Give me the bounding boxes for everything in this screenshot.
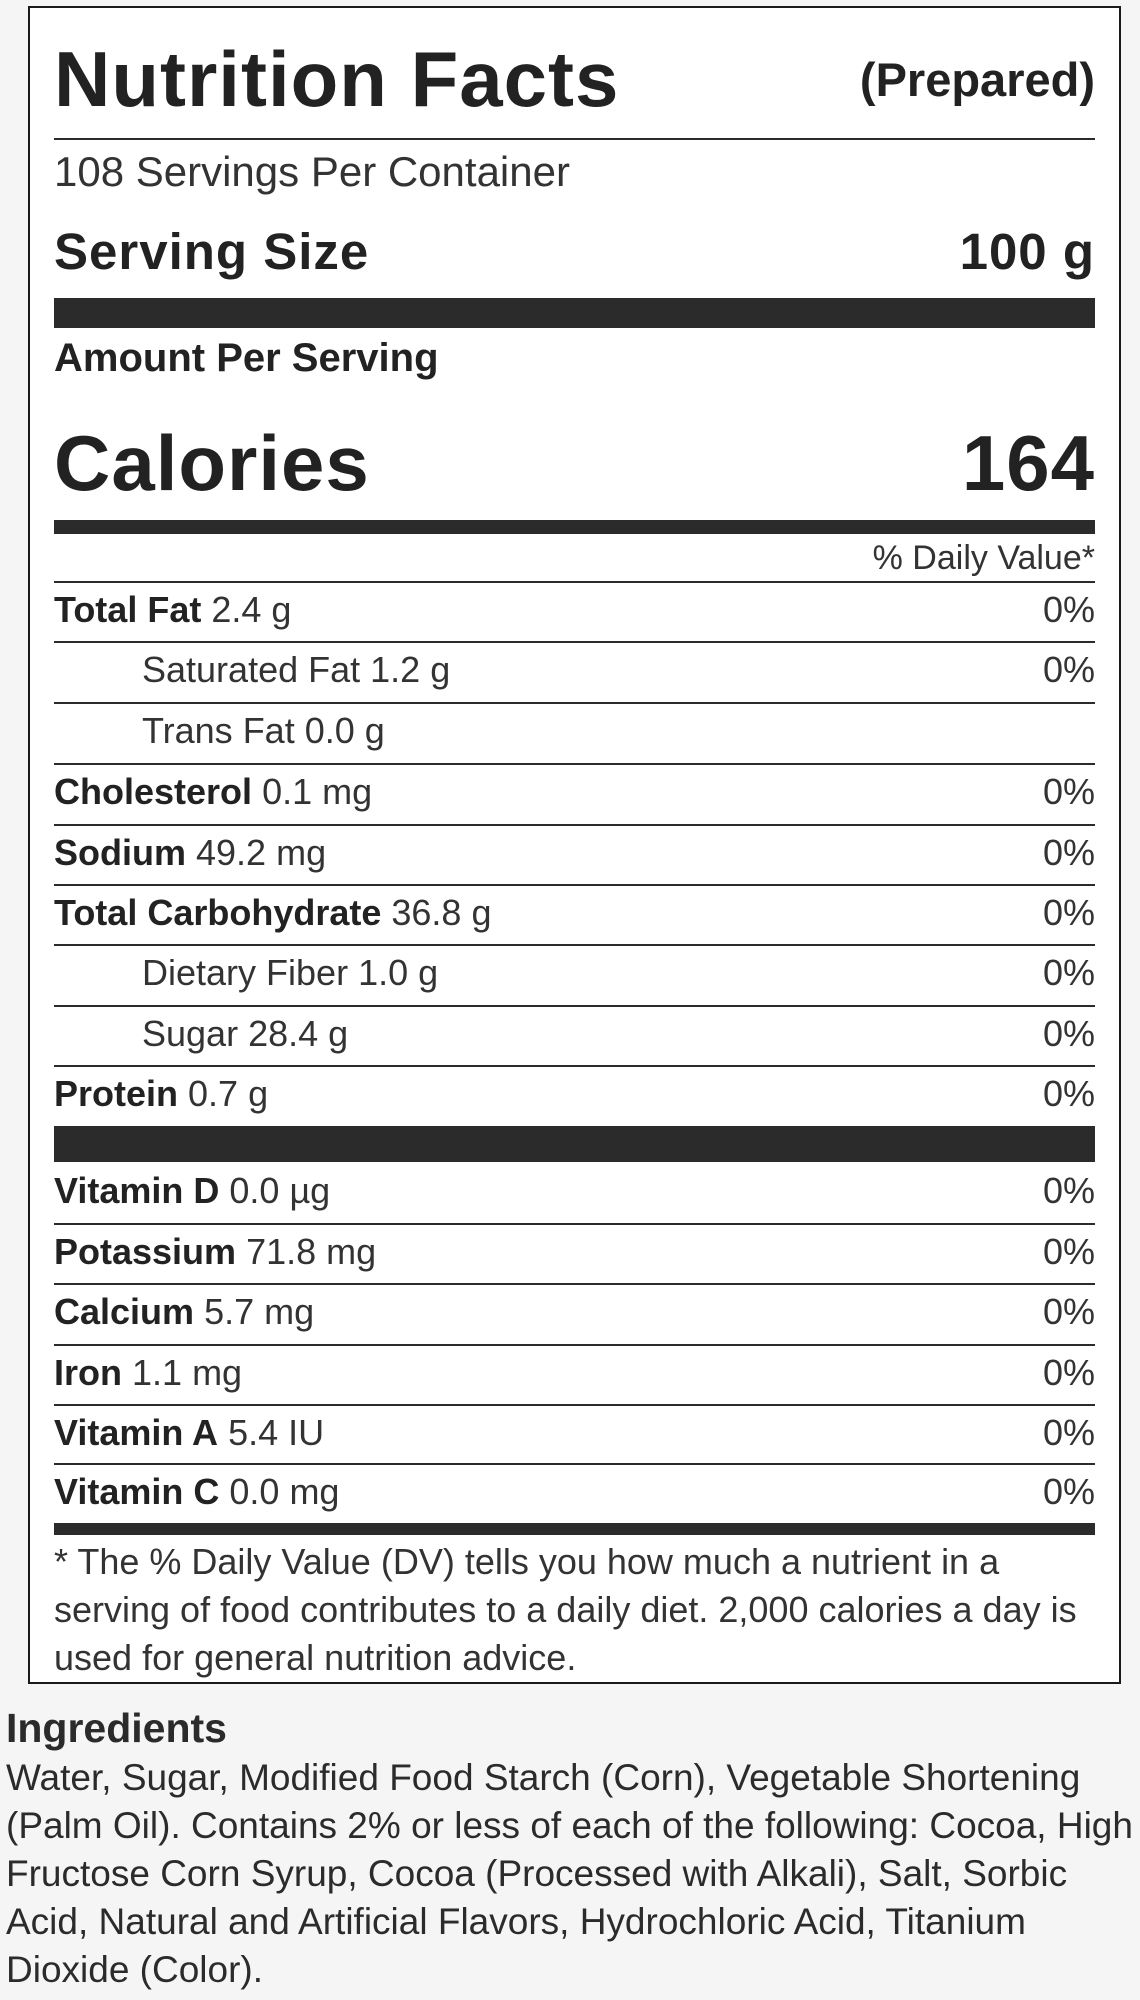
calories-value: 164 (961, 418, 1095, 507)
serving-size-value: 100 g (959, 222, 1095, 280)
divider (54, 1404, 1095, 1406)
nutrient-name: Total Fat (54, 589, 202, 630)
nutrient-dv: 0% (1042, 1073, 1095, 1114)
nutrient-dv: 0% (1042, 1412, 1095, 1453)
nutrient-dv: 0% (1042, 1231, 1095, 1272)
nutrient-row-total-carbohydrate: Total Carbohydrate 36.8 g 0% (54, 884, 1095, 942)
divider (54, 763, 1095, 765)
nutrient-name: Vitamin D (54, 1170, 220, 1211)
nutrient-name: Trans Fat (142, 710, 295, 751)
daily-value-header: % Daily Value* (872, 539, 1095, 577)
nutrient-name: Sodium (54, 832, 186, 873)
nutrient-name: Sugar (142, 1013, 239, 1054)
nutrient-amount: 36.8 g (391, 892, 492, 933)
divider (54, 1223, 1095, 1225)
label-title-row: Nutrition Facts (Prepared) (54, 34, 1095, 124)
nutrient-name: Vitamin C (54, 1471, 220, 1512)
amount-per-serving: Amount Per Serving (54, 336, 439, 380)
nutrient-amount: 49.2 mg (196, 832, 327, 873)
vitamin-row-calcium: Calcium 5.7 mg 0% (54, 1283, 1095, 1341)
label-subtitle: (Prepared) (859, 52, 1095, 106)
divider (54, 1065, 1095, 1067)
divider (54, 1005, 1095, 1007)
divider (54, 824, 1095, 826)
daily-value-footnote: * The % Daily Value (DV) tells you how m… (54, 1541, 1077, 1678)
nutrient-amount: 5.4 IU (228, 1412, 325, 1453)
nutrient-dv: 0% (1042, 1471, 1095, 1512)
nutrient-dv: 0% (1042, 1291, 1095, 1332)
servings-per-container: 108 Servings Per Container (54, 148, 570, 195)
divider (54, 702, 1095, 704)
nutrient-dv: 0% (1042, 649, 1095, 690)
nutrient-row-total-fat: Total Fat 2.4 g 0% (54, 581, 1095, 639)
nutrient-dv: 0% (1042, 1170, 1095, 1211)
vitamin-row-vitamin-a: Vitamin A 5.4 IU 0% (54, 1404, 1095, 1462)
divider (54, 884, 1095, 886)
nutrient-amount: 28.4 g (248, 1013, 349, 1054)
nutrient-dv: 0% (1042, 832, 1095, 873)
ingredients-text: Water, Sugar, Modified Food Starch (Corn… (6, 1757, 1133, 1990)
divider (54, 1463, 1095, 1465)
calories-row: Calories 164 (54, 413, 1095, 513)
divider (54, 641, 1095, 643)
divider (54, 581, 1095, 583)
vitamin-row-iron: Iron 1.1 mg 0% (54, 1344, 1095, 1402)
vitamin-row-vitamin-d: Vitamin D 0.0 µg 0% (54, 1162, 1095, 1220)
label-content: Nutrition Facts (Prepared) 108 Servings … (54, 8, 1095, 1682)
nutrient-amount: 0.1 mg (262, 771, 373, 812)
nutrient-dv: 0% (1042, 1013, 1095, 1054)
nutrient-name: Cholesterol (54, 771, 253, 812)
divider (54, 138, 1095, 140)
thick-divider (54, 298, 1095, 328)
nutrient-name: Total Carbohydrate (54, 892, 382, 933)
nutrient-row-sodium: Sodium 49.2 mg 0% (54, 824, 1095, 882)
nutrient-dv: 0% (1042, 892, 1095, 933)
nutrient-row-dietary-fiber: Dietary Fiber 1.0 g 0% (54, 944, 1095, 1002)
nutrient-row-trans-fat: Trans Fat 0.0 g (54, 702, 1095, 760)
serving-size-row: Serving Size 100 g (54, 216, 1095, 286)
nutrient-name: Vitamin A (54, 1412, 219, 1453)
nutrient-amount: 1.2 g (370, 649, 451, 690)
nutrient-name: Saturated Fat (142, 649, 361, 690)
nutrient-dv: 0% (1042, 952, 1095, 993)
divider (54, 1283, 1095, 1285)
nutrient-name: Iron (54, 1352, 122, 1393)
nutrient-row-protein: Protein 0.7 g 0% (54, 1065, 1095, 1123)
nutrient-dv: 0% (1042, 1352, 1095, 1393)
nutrient-row-sugar: Sugar 28.4 g 0% (54, 1005, 1095, 1063)
nutrient-name: Dietary Fiber (142, 952, 349, 993)
nutrient-amount: 71.8 mg (246, 1231, 377, 1272)
calories-label: Calories (54, 418, 370, 507)
nutrient-amount: 0.7 g (188, 1073, 269, 1114)
ingredients-title: Ingredients (6, 1705, 227, 1751)
nutrient-name: Potassium (54, 1231, 237, 1272)
nutrient-amount: 0.0 µg (229, 1170, 331, 1211)
nutrient-dv: 0% (1042, 771, 1095, 812)
label-title: Nutrition Facts (54, 34, 620, 123)
nutrient-name: Calcium (54, 1291, 195, 1332)
divider (54, 1344, 1095, 1346)
nutrient-amount: 2.4 g (211, 589, 292, 630)
nutrient-amount: 5.7 mg (204, 1291, 315, 1332)
nutrient-amount: 0.0 mg (229, 1471, 340, 1512)
medium-divider (54, 1523, 1095, 1535)
medium-divider (54, 520, 1095, 534)
nutrient-amount: 0.0 g (304, 710, 385, 751)
nutrition-facts-label: Nutrition Facts (Prepared) 108 Servings … (28, 6, 1121, 1684)
vitamin-row-potassium: Potassium 71.8 mg 0% (54, 1223, 1095, 1281)
divider (54, 944, 1095, 946)
vitamin-row-vitamin-c: Vitamin C 0.0 mg 0% (54, 1463, 1095, 1521)
ingredients-section: Ingredients Water, Sugar, Modified Food … (6, 1702, 1136, 1994)
nutrient-name: Protein (54, 1073, 179, 1114)
serving-size-label: Serving Size (54, 222, 370, 280)
nutrient-row-cholesterol: Cholesterol 0.1 mg 0% (54, 763, 1095, 821)
nutrient-amount: 1.0 g (358, 952, 439, 993)
thick-divider (54, 1126, 1095, 1162)
nutrient-amount: 1.1 mg (132, 1352, 243, 1393)
nutrient-row-saturated-fat: Saturated Fat 1.2 g 0% (54, 641, 1095, 699)
nutrient-dv: 0% (1042, 589, 1095, 630)
